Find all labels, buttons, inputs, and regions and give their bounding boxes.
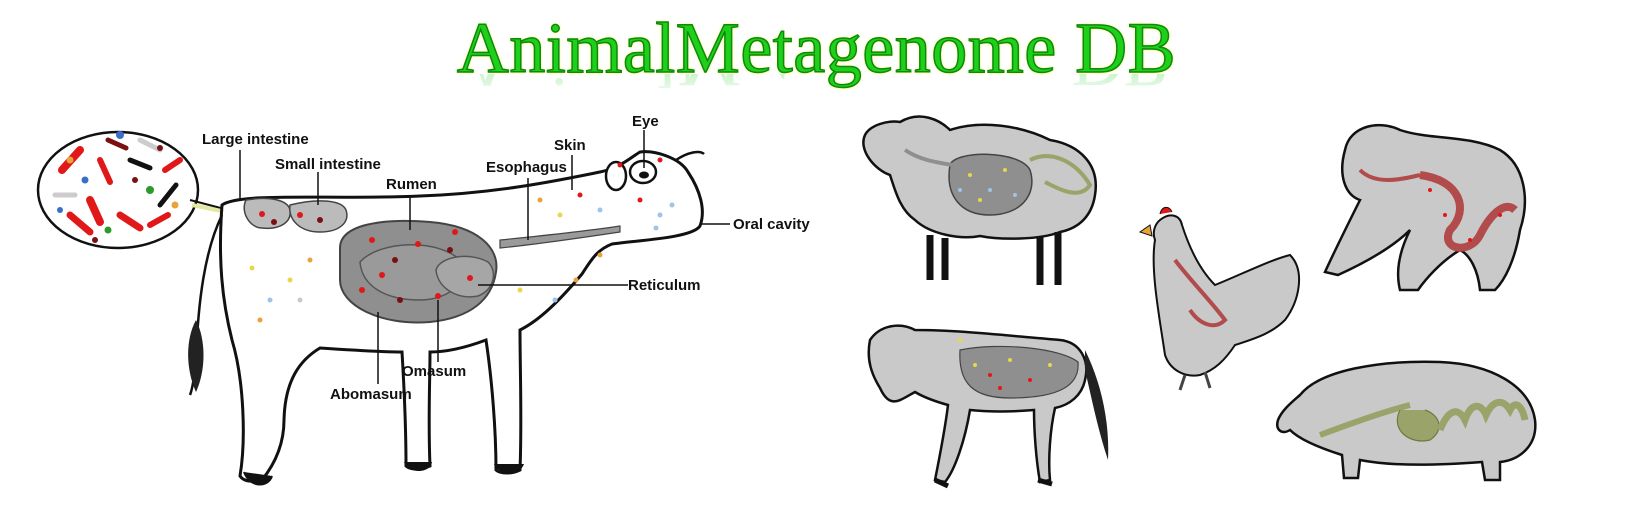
- label-oral-cavity: Oral cavity: [733, 216, 810, 233]
- horse-icon: [867, 324, 1109, 489]
- label-small-intestine: Small intestine: [275, 156, 381, 173]
- label-omasum: Omasum: [402, 363, 466, 380]
- site-title: AnimalMetagenome DB: [456, 7, 1177, 89]
- label-eye: Eye: [632, 113, 659, 130]
- gorilla-icon: [1323, 123, 1527, 292]
- label-skin: Skin: [554, 137, 586, 154]
- label-large-intestine: Large intestine: [202, 131, 309, 148]
- label-esophagus: Esophagus: [486, 159, 567, 176]
- chicken-icon: [1138, 206, 1301, 391]
- pig-icon: [1276, 360, 1537, 482]
- microbe-inset-icon: [36, 130, 237, 250]
- label-rumen: Rumen: [386, 176, 437, 193]
- label-reticulum: Reticulum: [628, 277, 701, 294]
- cow-icon: Large intestine Small intestine Rumen Es…: [188, 113, 810, 486]
- sheep-icon: [862, 115, 1098, 285]
- label-abomasum: Abomasum: [330, 386, 412, 403]
